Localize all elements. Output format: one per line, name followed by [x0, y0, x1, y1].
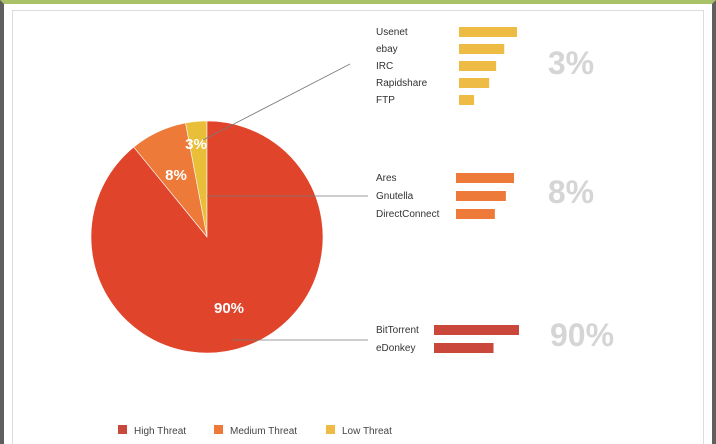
breakdown-bar: [434, 343, 494, 353]
group-percent-medium-threat: 8%: [548, 174, 594, 210]
pie-label-high-threat: 90%: [214, 300, 244, 317]
breakdown-label: IRC: [376, 61, 393, 72]
pie-label-medium-threat: 8%: [165, 167, 187, 184]
legend-swatch-medium-threat: [214, 425, 223, 434]
legend-label-low-threat: Low Threat: [342, 426, 392, 437]
group-percent-high-threat: 90%: [550, 317, 614, 353]
breakdown-label: FTP: [376, 95, 395, 106]
pie-slice-high-threat: [90, 120, 324, 354]
group-percent-low-threat: 3%: [548, 45, 594, 81]
breakdown-label: Rapidshare: [376, 78, 428, 89]
breakdown-bar: [456, 173, 514, 183]
breakdown-bar: [459, 95, 475, 105]
breakdown-label: Gnutella: [376, 191, 414, 202]
breakdown-label: BitTorrent: [376, 325, 419, 336]
leader-line-low-threat: [202, 63, 351, 141]
breakdown-bar: [456, 209, 495, 219]
breakdown-bar: [434, 325, 519, 335]
chart-panel: [12, 10, 704, 444]
legend-swatch-high-threat: [118, 425, 127, 434]
legend-swatch-low-threat: [326, 425, 335, 434]
legend-label-medium-threat: Medium Threat: [230, 426, 297, 437]
breakdown-bar: [459, 61, 497, 71]
breakdown-bar: [459, 27, 517, 37]
legend-label-high-threat: High Threat: [134, 426, 186, 437]
breakdown-label: Ares: [376, 173, 397, 184]
breakdown-bar: [459, 78, 490, 88]
breakdown-label: Usenet: [376, 27, 408, 38]
breakdown-label: ebay: [376, 44, 398, 55]
pie-label-low-threat: 3%: [185, 136, 207, 153]
breakdown-bar: [456, 191, 506, 201]
breakdown-bar: [459, 44, 505, 54]
breakdown-label: DirectConnect: [376, 209, 440, 220]
breakdown-label: eDonkey: [376, 343, 415, 354]
